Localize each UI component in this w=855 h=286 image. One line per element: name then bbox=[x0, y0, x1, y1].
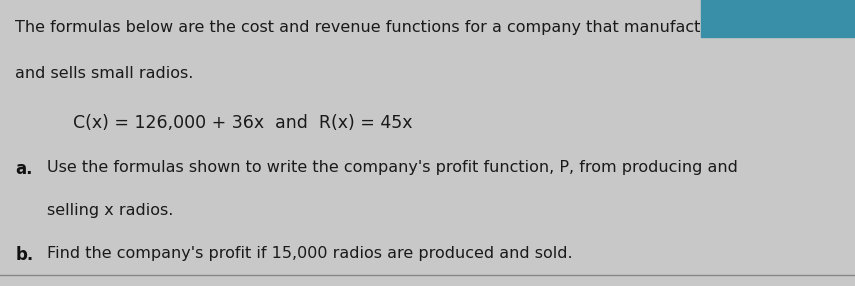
Text: Find the company's profit if 15,000 radios are produced and sold.: Find the company's profit if 15,000 radi… bbox=[47, 246, 573, 261]
Text: b.: b. bbox=[15, 246, 33, 264]
FancyBboxPatch shape bbox=[701, 0, 855, 37]
Text: Use the formulas shown to write the company's profit function, P, from producing: Use the formulas shown to write the comp… bbox=[47, 160, 738, 175]
Text: a.: a. bbox=[15, 160, 32, 178]
Text: and sells small radios.: and sells small radios. bbox=[15, 66, 194, 81]
Text: C(x) = 126,000 + 36x  and  R(x) = 45x: C(x) = 126,000 + 36x and R(x) = 45x bbox=[73, 114, 412, 132]
Text: selling x radios.: selling x radios. bbox=[47, 203, 174, 218]
Text: The formulas below are the cost and revenue functions for a company that manufac: The formulas below are the cost and reve… bbox=[15, 20, 735, 35]
